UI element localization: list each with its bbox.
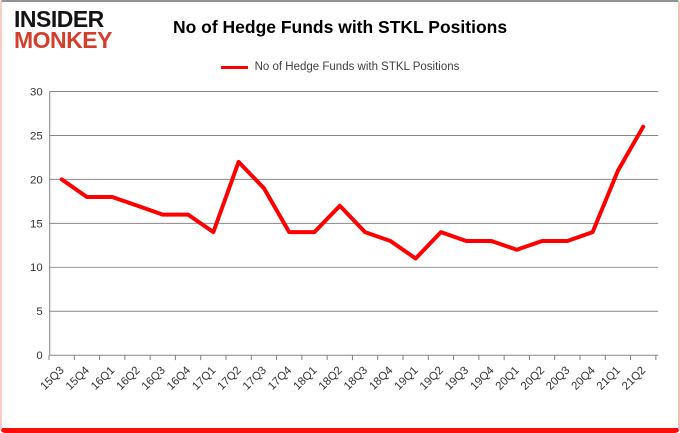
x-axis-tick-label: 17Q1 [190, 365, 218, 393]
x-axis-tick-label: 19Q1 [392, 365, 420, 393]
x-axis-tick-label: 16Q2 [114, 365, 142, 393]
x-axis-tick-label: 21Q1 [595, 365, 623, 393]
legend-line-swatch [220, 65, 248, 69]
y-axis-tick-label: 25 [30, 130, 43, 142]
x-axis-tick-label: 16Q3 [140, 365, 168, 393]
legend-label: No of Hedge Funds with STKL Positions [254, 61, 460, 73]
x-axis-tick-label: 16Q1 [89, 365, 117, 393]
x-axis-tick-label: 20Q3 [544, 365, 572, 393]
y-axis-tick-label: 0 [36, 350, 42, 362]
y-axis-tick-label: 30 [30, 87, 43, 99]
series-line [59, 124, 646, 261]
x-axis-tick-label: 19Q2 [418, 365, 446, 393]
x-axis-tick-label: 20Q2 [519, 365, 547, 393]
logo-text-monkey: MONKEY [14, 27, 112, 53]
x-axis-tick-label: 19Q3 [443, 365, 471, 393]
x-axis-tick-label: 18Q2 [317, 365, 345, 393]
y-axis-tick-label: 5 [36, 306, 42, 318]
y-axis-tick-label: 10 [30, 262, 43, 274]
x-axis-tick-label: 17Q3 [241, 365, 269, 393]
x-axis-tick-label: 15Q4 [64, 365, 92, 393]
x-axis-tick-label: 20Q4 [569, 365, 597, 393]
x-axis-tick-label: 18Q4 [367, 365, 395, 393]
x-axis-tick-label: 19Q4 [468, 365, 496, 393]
x-axis-tick-label: 15Q3 [38, 365, 66, 393]
insider-monkey-logo: INSIDER MONKEY [14, 6, 112, 53]
legend: No of Hedge Funds with STKL Positions [2, 61, 678, 73]
x-axis-tick-label: 17Q4 [266, 365, 294, 393]
x-axis-tick-label: 17Q2 [215, 365, 243, 393]
y-axis-tick-label: 15 [30, 218, 43, 230]
x-axis-tick-label: 18Q1 [291, 365, 319, 393]
y-axis-tick-label: 20 [30, 174, 43, 186]
x-axis-tick-label: 20Q1 [494, 365, 522, 393]
x-axis-tick-label: 21Q2 [620, 365, 648, 393]
chart-title: No of Hedge Funds with STKL Positions [172, 17, 508, 37]
logo-text-insider: INSIDER [14, 6, 104, 32]
x-axis-tick-label: 18Q3 [342, 365, 370, 393]
line-chart-canvas: 0 5 10 15 20 25 30 15Q315Q416Q116Q216Q316Q417Q1… [30, 87, 659, 393]
x-axis-tick-label: 16Q4 [165, 365, 193, 393]
